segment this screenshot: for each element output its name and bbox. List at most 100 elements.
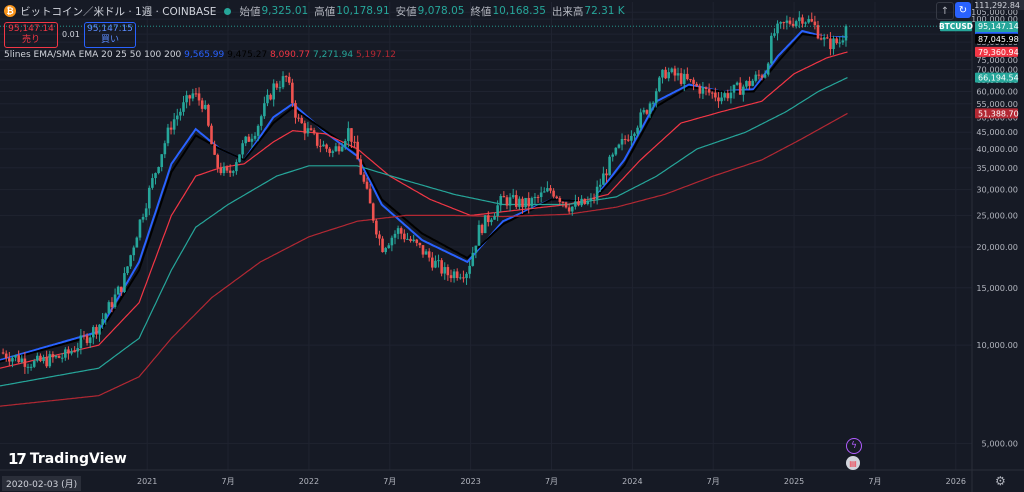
us-flag-icon[interactable]: ▤ xyxy=(846,456,860,470)
candle-body xyxy=(297,117,300,119)
y-tick-label: 25,000.00 xyxy=(976,210,1018,220)
candle-body xyxy=(443,267,447,274)
candle-body xyxy=(247,136,251,142)
lightning-icon[interactable]: ϟ xyxy=(846,438,862,454)
candle-body xyxy=(664,69,667,79)
x-tick-label: 7月 xyxy=(707,477,720,486)
candle-body xyxy=(841,40,845,43)
candle-body xyxy=(340,146,344,152)
candle-body xyxy=(331,151,335,153)
low-label: 安値 xyxy=(395,5,417,18)
time-axis[interactable]: 2021 7月 2022 7月 2023 7月 2024 7月 2025 7月 2026 xyxy=(137,477,966,486)
candle-body xyxy=(598,184,602,187)
candle-body xyxy=(219,167,223,174)
tradingview-logo-text: TradingView xyxy=(29,451,127,467)
buy-label: 買い xyxy=(100,35,119,45)
candle-body xyxy=(138,219,142,238)
candle-body xyxy=(424,251,428,255)
candle-body xyxy=(639,112,643,128)
y-tick-label: 20,000.00 xyxy=(976,242,1018,252)
symbol-tag-label: BTCUSD xyxy=(939,22,973,31)
candle-body xyxy=(477,224,481,246)
candle-body xyxy=(835,38,838,44)
candle-body xyxy=(620,139,624,145)
price-tag xyxy=(975,33,1018,44)
candle-body xyxy=(816,25,820,39)
candle-body xyxy=(300,117,303,124)
candle-body xyxy=(788,20,792,24)
candle-body xyxy=(726,93,730,99)
candle-body xyxy=(574,201,577,207)
candle-body xyxy=(70,351,73,354)
candle-body xyxy=(350,128,353,142)
candle-body xyxy=(79,335,83,349)
candle-body xyxy=(287,76,291,83)
candle-body xyxy=(542,191,546,193)
y-tick-label: 55,000.00 xyxy=(976,99,1018,109)
candle-body xyxy=(434,260,437,268)
candle-body xyxy=(110,302,114,308)
candle-body xyxy=(748,81,751,86)
sell-button[interactable]: 95,147.14 売り xyxy=(4,22,58,48)
candle-body xyxy=(272,83,275,100)
price-axis[interactable]: 5,000.00 10,000.00 15,000.00 20,000.00 25,00… xyxy=(971,0,1024,448)
candle-body xyxy=(561,201,565,203)
candle-body xyxy=(213,144,216,155)
candle-body xyxy=(200,100,204,109)
candle-body xyxy=(42,357,45,362)
candle-body xyxy=(406,238,409,240)
tradingview-logo[interactable]: 17 TradingView xyxy=(8,450,127,468)
candle-body xyxy=(98,324,101,335)
candle-body xyxy=(670,68,674,73)
x-tick-label: 2025 xyxy=(784,477,804,486)
close-label: 終値 xyxy=(470,5,492,18)
x-tick-label: 2024 xyxy=(622,477,642,486)
candle-body xyxy=(776,23,779,34)
candle-body xyxy=(804,22,807,24)
refresh-icon[interactable]: ↻ xyxy=(955,2,971,18)
candle-body xyxy=(614,147,618,155)
y-tick-label: 100,000.00 xyxy=(971,14,1018,24)
candle-body xyxy=(692,79,695,84)
candle-body xyxy=(51,354,55,358)
candle-body xyxy=(319,145,322,147)
indicator-value: 8,090.77 xyxy=(267,50,311,60)
x-tick-label: 7月 xyxy=(545,477,558,486)
candle-body xyxy=(661,69,664,78)
x-tick-label: 2023 xyxy=(460,477,480,486)
candle-body xyxy=(141,216,145,220)
candle-body xyxy=(605,173,608,176)
candle-body xyxy=(695,83,698,86)
candle-body xyxy=(679,73,683,84)
candle-body xyxy=(760,75,764,78)
candle-body xyxy=(17,355,20,363)
y-tick-label: 75,000.00 xyxy=(976,55,1018,65)
candle-body xyxy=(844,26,848,41)
candle-body xyxy=(48,354,52,367)
symbol-title[interactable]: ビットコイン／米ドル · 1週 · COINBASE xyxy=(20,5,217,18)
indicator-legend[interactable]: 5lines EMA/SMA EMA 20 25 50 100 200 9,56… xyxy=(4,50,396,60)
candle-body xyxy=(807,19,810,23)
candle-body xyxy=(312,130,316,134)
candle-body xyxy=(658,77,661,92)
candle-body xyxy=(235,162,238,172)
candle-body xyxy=(514,195,518,207)
candle-body xyxy=(45,357,48,367)
candle-body xyxy=(832,38,835,50)
candle-body xyxy=(175,115,179,120)
chart-header: ₿ ビットコイン／米ドル · 1週 · COINBASE 始値 9,325.01 … xyxy=(4,3,631,19)
candle-body xyxy=(798,17,801,22)
candle-body xyxy=(589,198,593,202)
candle-body xyxy=(487,215,490,223)
candle-body xyxy=(530,198,534,207)
candle-body xyxy=(67,349,70,354)
open-label: 始値 xyxy=(239,5,261,18)
candle-body xyxy=(275,83,279,88)
candle-body xyxy=(107,302,111,314)
y-tick-label: 70,000.00 xyxy=(976,65,1018,75)
gear-icon[interactable]: ⚙ xyxy=(995,474,1006,488)
arrow-up-icon[interactable]: ↑ xyxy=(936,2,954,20)
buy-button[interactable]: 95,147.15 買い xyxy=(84,22,136,48)
